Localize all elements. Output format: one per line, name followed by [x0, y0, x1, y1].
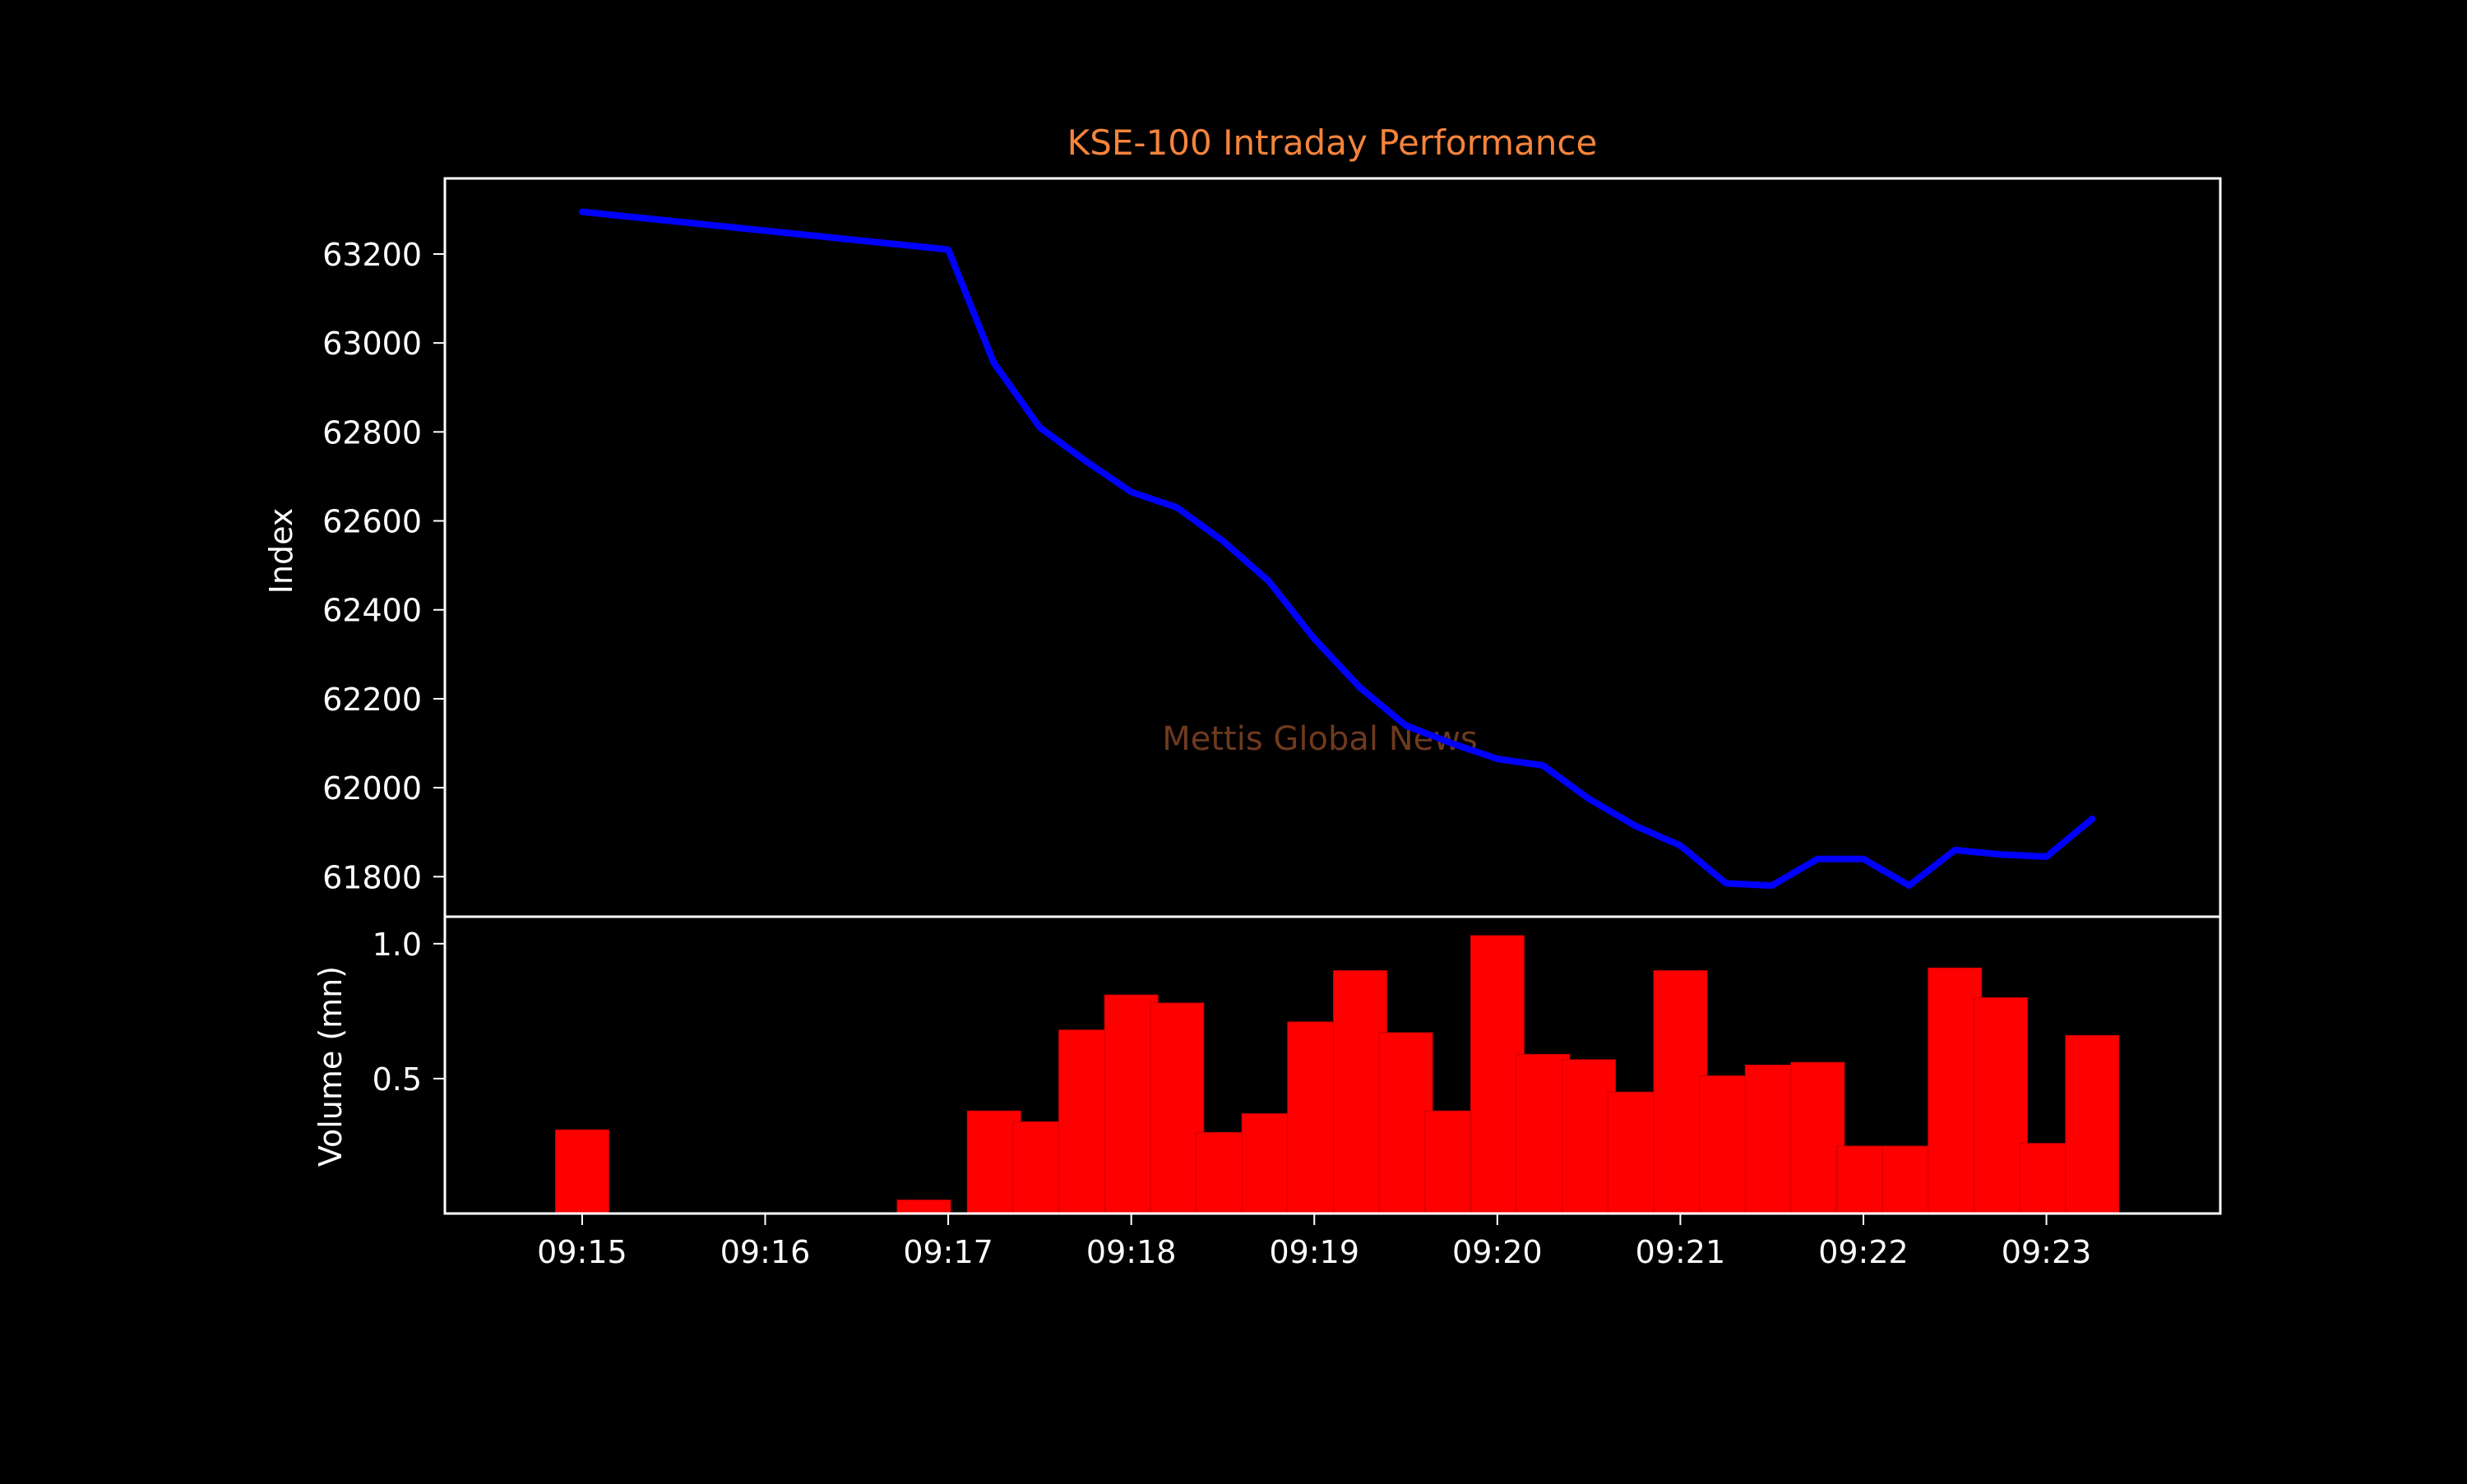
volume-bar: [1516, 1053, 1571, 1214]
x-tick-label: 09:15: [537, 1234, 627, 1270]
y-tick-label: 63000: [322, 326, 422, 362]
volume-panel: 0.5 1.0 09:15 09:16 09:17 09:18 09:19 09:20 09:2…: [373, 915, 2222, 1270]
price-panel: 61800 62000 62200 62400 62600 62800 63000 63200: [322, 177, 2222, 918]
chart-title: KSE-100 Intraday Performance: [1067, 123, 1598, 163]
y-tick-label: 62000: [322, 770, 422, 807]
x-tick-label: 09:18: [1086, 1234, 1177, 1270]
y-tick-label: 62200: [322, 682, 422, 718]
volume-bar: [1333, 970, 1387, 1214]
volume-bar: [1287, 1021, 1342, 1214]
volume-bar: [1881, 1145, 1937, 1214]
y-tick-label: 62800: [322, 414, 422, 451]
volume-bar: [966, 1110, 1021, 1214]
volume-y-axis-label: Volume (mn): [312, 966, 349, 1167]
volume-bar: [2065, 1034, 2120, 1214]
volume-panel-frame: [443, 915, 2222, 1215]
volume-bar: [1424, 1110, 1479, 1214]
volume-bar: [1012, 1121, 1067, 1214]
volume-bar: [1974, 997, 2028, 1214]
price-y-axis-label: Index: [263, 508, 299, 594]
volume-bar: [1836, 1145, 1891, 1214]
x-tick-label: 09:22: [1818, 1234, 1909, 1270]
volume-bar: [1607, 1091, 1662, 1214]
y-tick-label: 1.0: [373, 927, 422, 963]
watermark-text: Mettis Global News: [1162, 720, 1478, 758]
volume-bar: [1196, 1132, 1250, 1214]
volume-bar: [555, 1129, 609, 1214]
volume-bar: [1104, 994, 1159, 1214]
index-line: [578, 208, 2096, 890]
volume-bar: [1562, 1059, 1617, 1214]
x-tick-label: 09:19: [1269, 1234, 1359, 1270]
x-tick-label: 09:17: [903, 1234, 993, 1270]
y-tick-label: 62400: [322, 593, 422, 629]
volume-bar: [1150, 1002, 1205, 1214]
x-tick-label: 09:16: [720, 1234, 811, 1270]
volume-bar: [1058, 1029, 1113, 1214]
volume-bar: [1470, 935, 1525, 1214]
volume-bar: [1699, 1075, 1754, 1214]
volume-bar: [1378, 1032, 1433, 1214]
volume-bar: [1653, 970, 1708, 1214]
volume-bar: [1241, 1113, 1296, 1214]
x-tick-label: 09:20: [1452, 1234, 1543, 1270]
y-tick-label: 63200: [322, 237, 422, 273]
x-tick-label: 09:23: [2002, 1234, 2092, 1270]
volume-bar: [1928, 967, 1983, 1214]
volume-bar: [896, 1200, 951, 1214]
volume-bar: [2019, 1143, 2074, 1214]
volume-bar: [1790, 1061, 1845, 1214]
y-tick-label: 62600: [322, 504, 422, 540]
x-tick-label: 09:21: [1636, 1234, 1726, 1270]
y-tick-label: 61800: [322, 859, 422, 895]
y-tick-label: 0.5: [373, 1061, 422, 1098]
